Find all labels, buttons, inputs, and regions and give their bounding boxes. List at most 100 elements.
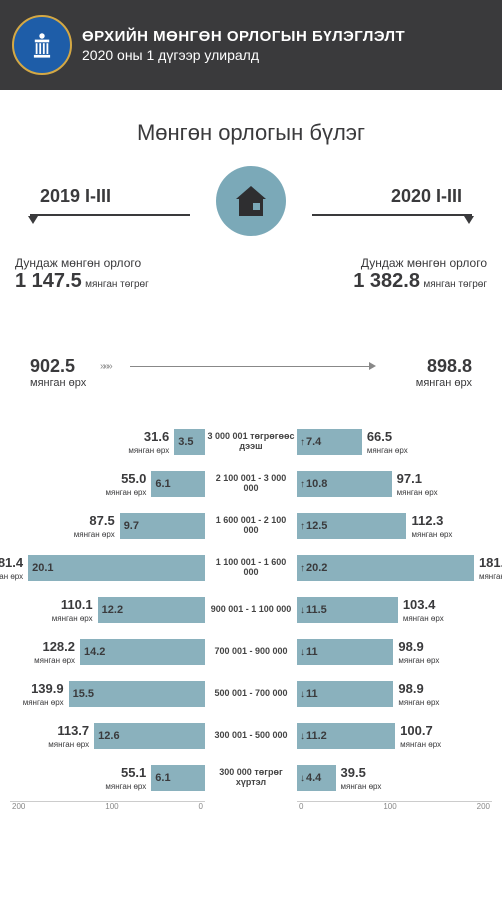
pct-right: ↑12.5 <box>300 520 327 532</box>
avg-label: Дундаж мөнгөн орлого <box>353 256 487 270</box>
hh-left: 902.5 мянган өрх <box>30 356 86 389</box>
chart-row: 12.2110.1мянган өрх900 001 - 1 100 000↓1… <box>10 589 492 631</box>
right-side: ↓4.439.5мянган өрх <box>297 757 492 799</box>
avg-unit: мянган төгрөг <box>423 279 487 290</box>
hh-unit: мянган өрх <box>30 377 86 389</box>
hh-unit: мянган өрх <box>416 377 472 389</box>
right-side: ↓11.5 103.4мянган өрх <box>297 589 492 631</box>
left-side: 14.2 128.2мянган өрх <box>10 631 205 673</box>
pct-left: 6.1 <box>155 772 170 784</box>
bar-left: 20.1181.4мянган өрх <box>28 555 205 581</box>
comparison-top: 2019 I-III 2020 I-III Дундаж мөнгөн орло… <box>0 166 502 346</box>
bar-right: ↓4.439.5мянган өрх <box>297 765 336 791</box>
bar-right: ↓1198.9мянган өрх <box>297 639 393 665</box>
logo-icon <box>24 27 60 63</box>
label-right: 97.1мянган өрх <box>397 471 438 498</box>
pct-left: 15.5 <box>73 688 94 700</box>
label-left: 31.6мянган өрх <box>128 429 169 456</box>
pct-right: ↓11.2 <box>300 730 327 742</box>
right-side: ↑12.5 112.3мянган өрх <box>297 505 492 547</box>
label-right: 66.5мянган өрх <box>367 429 408 456</box>
hh-right-value: 898.8 <box>427 356 472 376</box>
avg-left: Дундаж мөнгөн орлого 1 147.5 мянган төгр… <box>15 256 149 293</box>
header-title: ӨРХИЙН МӨНГӨН ОРЛОГЫН БҮЛЭГЛЭЛТ <box>82 28 405 45</box>
pct-right: ↓11 <box>300 646 318 658</box>
right-side: ↑10.8 97.1мянган өрх <box>297 463 492 505</box>
right-side: ↓11.2 100.7мянган өрх <box>297 715 492 757</box>
pct-right: ↑7.4 <box>300 436 321 448</box>
left-side: 3.5 31.6мянган өрх <box>10 421 205 463</box>
avg-right: Дундаж мөнгөн орлого 1 382.8 мянган төгр… <box>353 256 487 293</box>
zigzag-icon: »»» <box>100 361 111 372</box>
header: ӨРХИЙН МӨНГӨН ОРЛОГЫН БҮЛЭГЛЭЛТ 2020 оны… <box>0 0 502 90</box>
bar-left: 14.2128.2мянган өрх <box>80 639 205 665</box>
year-left: 2019 I-III <box>40 186 111 207</box>
chart-row: 12.6 113.7мянган өрх 300 001 - 500 000↓11.… <box>10 715 492 757</box>
chart-row: 14.2 128.2мянган өрх 700 001 - 900 000↓119… <box>10 631 492 673</box>
divider-right <box>312 214 472 216</box>
pct-right: ↓4.4 <box>300 772 321 784</box>
arrow-down-left-icon <box>28 216 38 224</box>
pct-right: ↑10.8 <box>300 478 327 490</box>
pct-left: 3.5 <box>178 436 193 448</box>
bar-left: 3.531.6мянган өрх <box>174 429 205 455</box>
category-label: 500 001 - 700 000 <box>205 689 297 699</box>
category-label: 300 001 - 500 000 <box>205 731 297 741</box>
diverging-bar-chart: 3.531.6мянган өрх3 000 001 төгрөгөөс дээ… <box>0 421 502 816</box>
chart-row: 20.1181.4мянган өрх1 100 001 - 1 600 000… <box>10 547 492 589</box>
hh-right: 898.8 мянган өрх <box>416 356 472 389</box>
pct-left: 12.2 <box>102 604 123 616</box>
label-right: 98.9мянган өрх <box>398 681 439 708</box>
avg-label: Дундаж мөнгөн орлого <box>15 256 149 270</box>
chart-row: 3.531.6мянган өрх3 000 001 төгрөгөөс дээ… <box>10 421 492 463</box>
logo-badge <box>12 15 72 75</box>
bar-right: ↓1198.9мянган өрх <box>297 681 393 707</box>
left-side: 9.787.5мянган өрх <box>10 505 205 547</box>
bar-left: 6.155.1мянган өрх <box>151 765 205 791</box>
bar-right: ↑7.466.5мянган өрх <box>297 429 362 455</box>
axis-left: 0100200 <box>10 801 205 816</box>
bar-left: 9.787.5мянган өрх <box>120 513 205 539</box>
left-side: 12.6 113.7мянган өрх <box>10 715 205 757</box>
right-side: ↓1198.9мянган өрх <box>297 673 492 715</box>
label-left: 139.9мянган өрх <box>23 681 64 708</box>
pct-right: ↑20.2 <box>300 562 327 574</box>
bar-right: ↑10.897.1мянган өрх <box>297 471 392 497</box>
axis-right: 0100200 <box>297 801 492 816</box>
arrow-right-icon <box>369 362 376 370</box>
bar-left: 12.6113.7мянган өрх <box>94 723 205 749</box>
right-side: ↑20.2181.5мянган өрх <box>297 547 492 589</box>
hh-left-value: 902.5 <box>30 356 75 376</box>
house-badge <box>216 166 286 236</box>
left-side: 6.155.0мянган өрх <box>10 463 205 505</box>
avg-unit: мянган төгрөг <box>85 279 149 290</box>
chart-row: 9.787.5мянган өрх1 600 001 - 2 100 000↑1… <box>10 505 492 547</box>
bar-left: 15.5139.9мянган өрх <box>69 681 205 707</box>
category-label: 2 100 001 - 3 000 000 <box>205 474 297 494</box>
chart-row: 6.155.1мянган өрх300 000 төгрөг хүртэл↓4… <box>10 757 492 799</box>
left-side: 20.1181.4мянган өрх <box>10 547 205 589</box>
bar-right: ↓11.5103.4мянган өрх <box>297 597 398 623</box>
avg-left-value: 1 147.5 <box>15 270 82 292</box>
pct-right: ↓11.5 <box>300 604 327 616</box>
label-left: 55.0мянган өрх <box>105 471 146 498</box>
label-left: 55.1мянган өрх <box>105 765 146 792</box>
chart-row: 6.155.0мянган өрх2 100 001 - 3 000 000↑1… <box>10 463 492 505</box>
hh-arrow-line <box>130 366 372 367</box>
pct-left: 12.6 <box>98 730 119 742</box>
right-side: ↓1198.9мянган өрх <box>297 631 492 673</box>
left-side: 6.1 55.1мянган өрх <box>10 757 205 799</box>
bar-left: 6.155.0мянган өрх <box>151 471 205 497</box>
pct-left: 14.2 <box>84 646 105 658</box>
bar-left: 12.2110.1мянган өрх <box>98 597 205 623</box>
category-label: 1 600 001 - 2 100 000 <box>205 516 297 536</box>
label-right: 103.4мянган өрх <box>403 597 444 624</box>
label-right: 112.3мянган өрх <box>411 513 452 540</box>
pct-left: 20.1 <box>32 562 53 574</box>
label-left: 113.7мянган өрх <box>48 723 89 750</box>
left-side: 15.5 139.9мянган өрх <box>10 673 205 715</box>
category-label: 700 001 - 900 000 <box>205 647 297 657</box>
label-left: 128.2мянган өрх <box>34 639 75 666</box>
label-right: 100.7мянган өрх <box>400 723 441 750</box>
header-subtitle: 2020 оны 1 дүгээр улиралд <box>82 47 405 63</box>
